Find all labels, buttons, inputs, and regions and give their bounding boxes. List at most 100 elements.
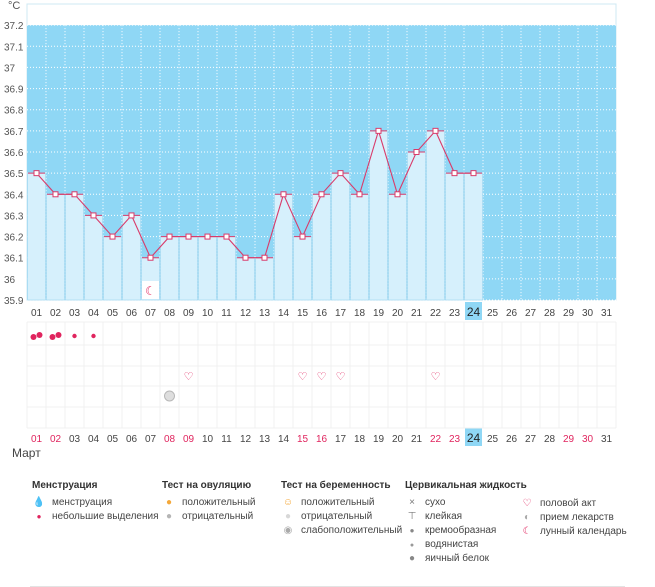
circle-orange-icon: ● [165, 497, 173, 508]
cream-icon: ● [409, 526, 415, 535]
y-tick-label: 36.6 [4, 148, 24, 159]
legend-pregnancy: Тест на беременность ☺ положительный ● отр… [281, 480, 402, 538]
day-label-top: 01 [31, 308, 43, 319]
legend-item-dry: × сухо [405, 496, 527, 510]
temperature-point [109, 233, 116, 240]
temperature-bar [179, 236, 198, 301]
water-drop-icon: ● [409, 542, 415, 549]
temperature-point [33, 170, 40, 177]
temperature-point [204, 233, 211, 240]
menstruation-drop [30, 334, 37, 340]
day-label-bottom: 03 [69, 434, 81, 445]
day-label-bottom: 11 [221, 434, 232, 445]
day-label-top: 27 [525, 308, 537, 319]
temperature-bar [217, 236, 236, 301]
temperature-point [71, 191, 78, 198]
day-label-top: 16 [316, 308, 328, 319]
day-label-bottom: 01 [31, 434, 43, 445]
day-label-top: 05 [107, 308, 119, 319]
day-label-bottom: 22 [430, 434, 442, 445]
day-label-top: 26 [506, 308, 518, 319]
y-tick-label: 35.9 [4, 296, 24, 307]
temperature-chart: 37.2 37.1 37 36.9 36.8 36.7 36.6 36.5 36.4 36.3 36… [4, 3, 617, 446]
day-label-bottom: 31 [601, 434, 613, 445]
temperature-point [394, 191, 401, 198]
temperature-point [90, 212, 97, 219]
y-tick-label: 37.2 [4, 21, 24, 32]
day-label-top: 07 [145, 308, 157, 319]
day-label-bottom: 06 [126, 434, 138, 445]
temperature-bar [331, 172, 350, 301]
legend-other: ♡ половой акт ◐ прием лекарств ☾ лунный кал… [520, 497, 627, 539]
day-label-top: 14 [278, 308, 290, 319]
day-label-bottom: 18 [354, 434, 366, 445]
current-day-highlight [465, 302, 482, 320]
legend-cervical: Цервикальная жидкость × сухо ⊤ клейкая ● кр… [405, 480, 527, 566]
temperature-point [413, 149, 420, 155]
legend-ovulation: Тест на овуляцию ● положительный ● отрицат… [162, 480, 255, 524]
temperature-bar [46, 193, 65, 301]
day-label-top: 23 [449, 308, 461, 319]
temperature-bar [445, 172, 464, 301]
day-label-top: 12 [240, 308, 252, 319]
temperature-point [52, 191, 59, 198]
y-tick-label: 37.1 [4, 42, 24, 53]
intercourse-heart: ♡ [431, 370, 441, 383]
day-label-top: 22 [430, 308, 442, 319]
day-label-bottom: 26 [506, 434, 518, 445]
intercourse-heart: ♡ [184, 370, 194, 383]
day-label-bottom: 09 [183, 434, 195, 445]
legend-item-pr-positive: ☺ положительный [282, 497, 375, 508]
legend-item-sticky: ⊤ клейкая [405, 510, 527, 524]
temperature-point [451, 170, 458, 177]
legend-item-watery: ● водянистая [405, 538, 527, 552]
legend-item-moon: ☾ лунный календарь [520, 525, 627, 539]
day-label-top: 15 [297, 308, 309, 319]
temperature-point [432, 127, 439, 134]
current-day-highlight [465, 428, 482, 446]
menstruation-drop [55, 332, 62, 338]
temperature-bar [160, 236, 179, 301]
circle-half-icon: ◉ [283, 525, 293, 536]
temperature-line [36, 128, 474, 259]
temperature-bar [293, 236, 312, 301]
legend-item-intercourse: ♡ половой акт [520, 497, 627, 511]
day-label-bottom: 15 [297, 434, 309, 445]
legend-item-eggwhite: ● яичный белок [405, 552, 527, 566]
light-drop [91, 333, 96, 339]
day-label-bottom: 07 [145, 434, 157, 445]
day-label-bottom: 14 [278, 434, 290, 445]
temperature-bar [103, 236, 122, 301]
temperature-bar [388, 193, 407, 301]
menstruation-drop [49, 334, 56, 340]
y-tick-label: 37 [4, 63, 16, 74]
legend-cervical-title: Цервикальная жидкость [405, 480, 527, 491]
month-label: Март [12, 446, 41, 460]
day-label-top: 02 [50, 308, 62, 319]
y-tick-label: 36.2 [4, 233, 24, 244]
pill-icon: ◐ [523, 512, 531, 523]
circle-grey-icon: ● [165, 511, 173, 522]
y-tick-label: 36.1 [4, 254, 24, 265]
day-label-bottom: 24 [467, 431, 481, 445]
temperature-point [318, 191, 325, 198]
temperature-bar [274, 193, 293, 301]
day-label-top: 21 [411, 308, 423, 319]
y-tick-label: 36.3 [4, 211, 24, 222]
y-tick-label: 36.9 [4, 85, 24, 96]
day-label-top: 25 [487, 308, 499, 319]
day-label-bottom: 04 [88, 434, 100, 445]
cross-icon: × [409, 497, 415, 508]
day-label-top: 30 [582, 308, 594, 319]
smile-orange-icon: ☺ [282, 497, 294, 508]
legend-item-menstruation: 💧 менструация [32, 497, 113, 508]
legend-menstruation-title: Менструация [32, 480, 98, 491]
day-label-bottom: 05 [107, 434, 119, 445]
day-label-bottom: 21 [411, 434, 423, 445]
legend-menstruation: Менструация 💧 менструация ● небольшие выде… [32, 480, 159, 524]
day-label-bottom: 13 [259, 434, 271, 445]
day-label-top: 29 [563, 308, 575, 319]
day-label-bottom: 10 [202, 434, 214, 445]
temperature-bar [84, 215, 103, 301]
day-label-bottom: 20 [392, 434, 404, 445]
